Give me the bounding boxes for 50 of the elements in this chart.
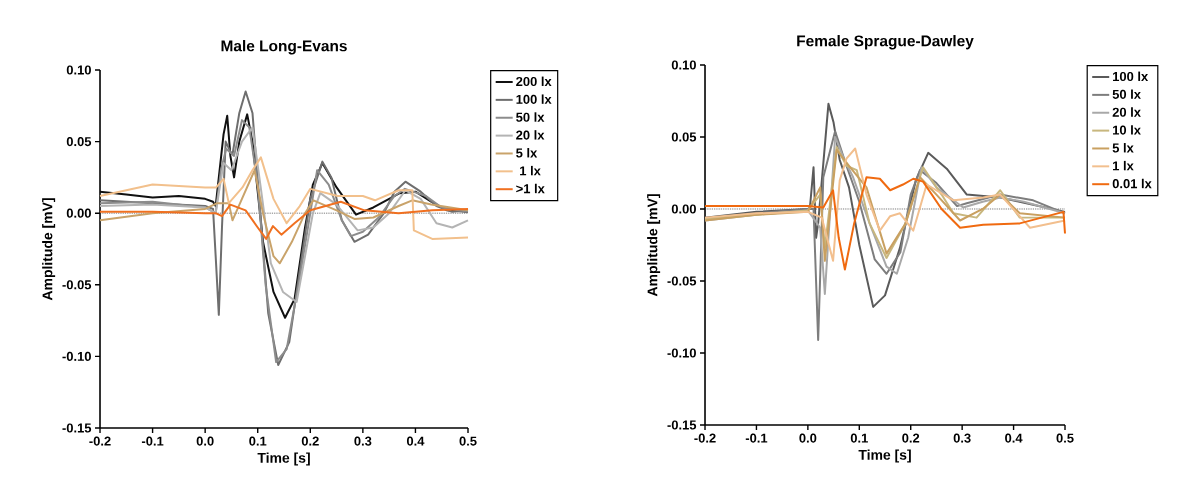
- x-tick-label: 0.4: [1005, 433, 1023, 443]
- x-tick-label: -0.2: [694, 433, 716, 443]
- y-axis-title: Amplitude [mV]: [647, 194, 661, 297]
- legend-label: 50 lx: [1112, 89, 1141, 99]
- x-tick-label: 0.5: [1056, 433, 1074, 443]
- line-series: [99, 169, 470, 265]
- y-axis-title: Amplitude [mV]: [42, 198, 56, 301]
- x-tick-label: 0.2: [902, 433, 920, 443]
- y-tick-label: 0.10: [66, 65, 91, 75]
- y-tick-label: 0.05: [66, 137, 92, 147]
- legend-label: 10 lx: [1113, 125, 1141, 135]
- legend-label: 5 lx: [516, 148, 538, 158]
- x-tick-label: 0.3: [354, 436, 372, 446]
- legend-label: 1 lx: [520, 165, 541, 176]
- y-tick-label: -0.05: [62, 280, 92, 290]
- x-tick-label: -0.1: [745, 433, 768, 443]
- x-tick-label: 0.0: [196, 436, 214, 446]
- x-tick-label: -0.1: [141, 436, 164, 446]
- y-tick-label: -0.10: [667, 348, 696, 358]
- legend-label: 100 lx: [516, 94, 552, 104]
- x-axis-title: Time [s]: [858, 449, 911, 463]
- y-tick-label: 0.00: [66, 208, 91, 218]
- chart-title: Male Long-Evans: [221, 40, 347, 55]
- legend-label: 20 lx: [1112, 107, 1141, 117]
- legend-label: 100 lx: [1113, 71, 1149, 82]
- y-tick-label: 0.05: [671, 132, 697, 142]
- legend-label: 1 lx: [1113, 160, 1134, 171]
- y-tick-label: -0.15: [667, 420, 697, 430]
- legend-label: 5 lx: [1112, 143, 1134, 153]
- legend-label: 20 lx: [516, 130, 545, 140]
- legend-label: >1 lx: [516, 183, 545, 194]
- x-tick-label: -0.2: [89, 436, 111, 446]
- line-series: [99, 200, 470, 240]
- y-tick-label: -0.10: [62, 351, 91, 361]
- chart-title: Female Sprague-Dawley: [797, 35, 974, 50]
- y-tick-label: -0.15: [62, 423, 92, 433]
- x-tick-label: 0.3: [953, 433, 971, 443]
- x-axis-title: Time [s]: [257, 452, 310, 466]
- x-tick-label: 0.2: [301, 436, 319, 446]
- x-tick-label: 0.4: [406, 436, 425, 446]
- x-tick-label: 0.1: [249, 436, 267, 446]
- y-tick-label: -0.05: [667, 276, 697, 286]
- x-tick-label: 0.1: [850, 433, 868, 443]
- x-tick-label: 0.0: [799, 433, 817, 443]
- y-tick-label: 0.10: [671, 60, 696, 70]
- x-tick-label: 0.5: [459, 436, 477, 446]
- legend-label: 50 lx: [516, 112, 545, 122]
- legend-label: 0.01 lx: [1112, 178, 1152, 189]
- y-tick-label: 0.00: [671, 204, 696, 214]
- legend-label: 200 lx: [516, 76, 552, 87]
